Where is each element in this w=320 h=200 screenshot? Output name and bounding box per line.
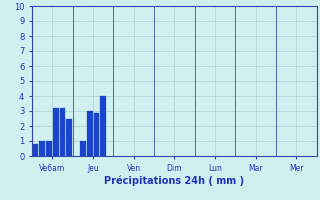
Bar	[93, 112, 99, 156]
Bar	[100, 96, 106, 156]
Bar	[60, 108, 65, 156]
Bar	[80, 141, 86, 156]
Bar	[53, 108, 59, 156]
Bar	[39, 141, 45, 156]
Bar	[87, 111, 92, 156]
Bar	[33, 144, 38, 156]
X-axis label: Précipitations 24h ( mm ): Précipitations 24h ( mm )	[104, 175, 244, 186]
Bar	[67, 118, 72, 156]
Bar	[46, 141, 52, 156]
